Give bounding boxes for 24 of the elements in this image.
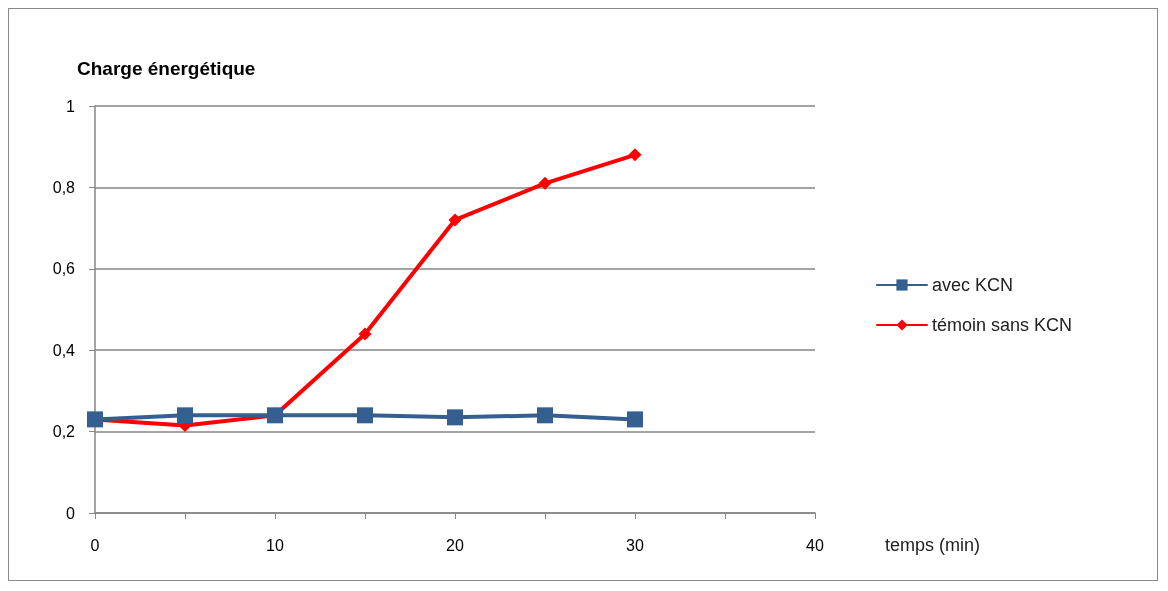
point <box>177 407 193 424</box>
point <box>358 327 372 341</box>
legend-label: témoin sans KCN <box>932 315 1073 335</box>
x-tick-label: 0 <box>90 536 100 554</box>
point <box>628 148 642 162</box>
legend-label: avec KCN <box>932 275 1014 295</box>
y-tick-label: 0 <box>66 504 76 522</box>
y-tick-label: 1 <box>66 97 76 115</box>
x-tick-label: 20 <box>446 536 464 554</box>
point <box>627 411 643 428</box>
chart-title: Charge énergétique <box>77 58 256 79</box>
x-axis-title: temps (min) <box>885 535 981 555</box>
y-tick-label: 0,6 <box>52 260 76 278</box>
y-tick-label: 0,4 <box>52 341 76 359</box>
y-tick-label: 0,8 <box>52 178 76 196</box>
point <box>538 176 552 190</box>
x-tick-label: 10 <box>266 536 284 554</box>
point <box>448 213 462 227</box>
x-tick-label: 40 <box>806 536 824 554</box>
x-tick-label: 30 <box>626 536 644 554</box>
y-tick-label: 0,2 <box>52 423 76 441</box>
point <box>447 409 463 426</box>
point <box>357 407 373 424</box>
point <box>537 407 553 424</box>
